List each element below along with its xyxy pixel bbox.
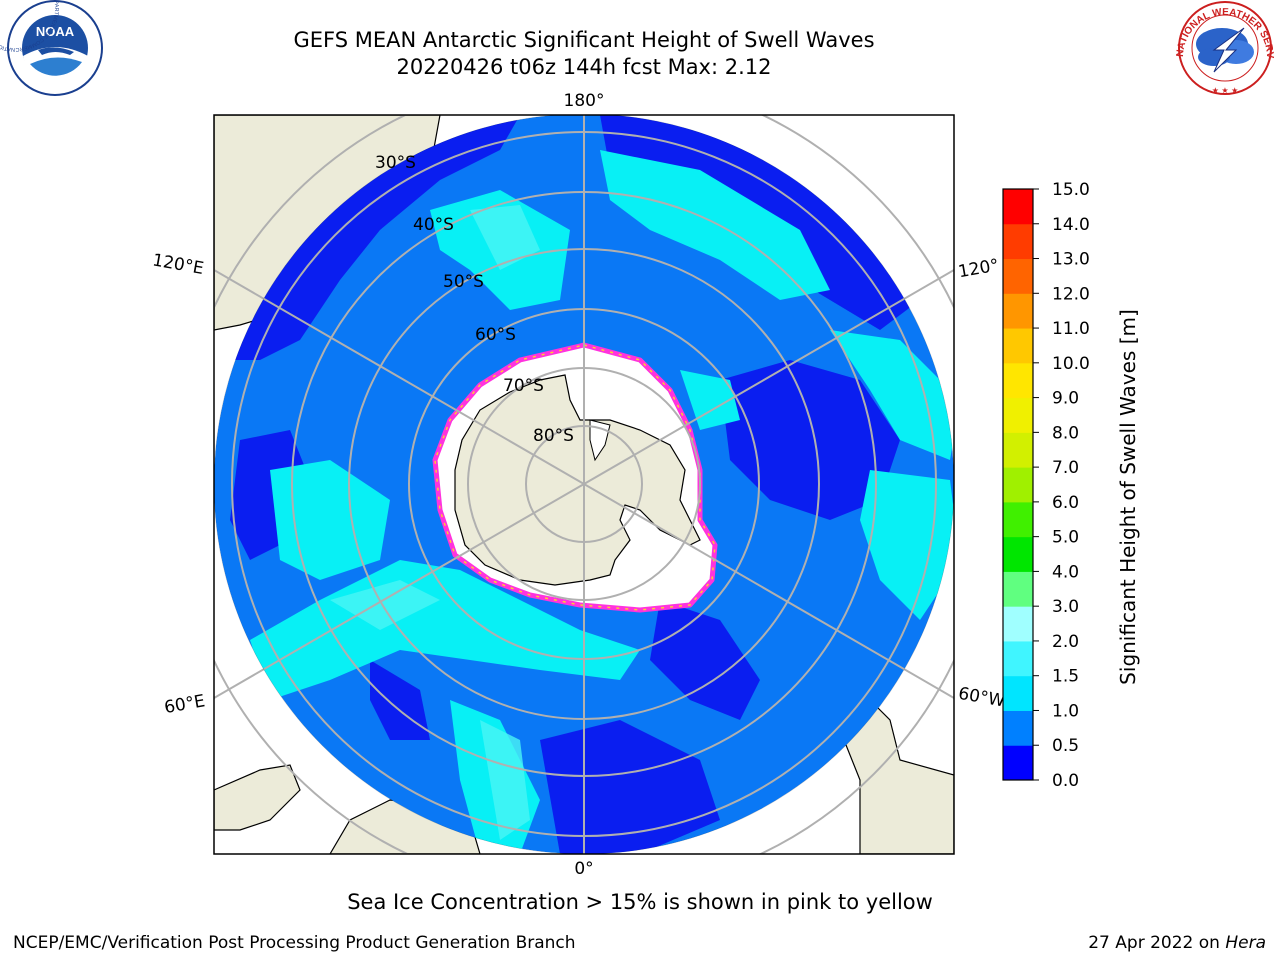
colorbar-segment xyxy=(1003,258,1033,294)
colorbar-segment xyxy=(1003,189,1033,225)
colorbar-tick-label: 1.0 xyxy=(1052,701,1079,721)
colorbar-segment xyxy=(1003,328,1033,364)
colorbar-tick-label: 10.0 xyxy=(1052,354,1090,374)
colorbar-segment xyxy=(1003,362,1033,399)
colorbar: 0.0 0.5 1.0 1.5 2.0 3.0 4.0 5.0 6.0 7.0 8.0 9.0 10.0… xyxy=(1002,180,1090,791)
lat-label-70s: 70°S xyxy=(503,376,544,396)
colorbar-segment xyxy=(1003,432,1033,468)
swell-higher-regions xyxy=(330,205,540,840)
footer-credit: NCEP/EMC/Verification Post Processing Pr… xyxy=(13,933,576,953)
colorbar-segment xyxy=(1003,710,1033,746)
colorbar-tick-label: 15.0 xyxy=(1052,180,1090,200)
noaa-logo-text: NOAA xyxy=(36,24,75,39)
lat-label-80s: 80°S xyxy=(533,426,574,446)
colorbar-tick-label: 3.0 xyxy=(1052,597,1079,617)
lat-label-60s: 60°S xyxy=(475,325,516,345)
lat-label-50s: 50°S xyxy=(443,272,484,292)
lat-label-30s: 30°S xyxy=(375,153,416,173)
colorbar-label: Significant Height of Swell Waves [m] xyxy=(1116,309,1140,685)
colorbar-segment xyxy=(1003,606,1033,642)
colorbar-segment xyxy=(1003,467,1033,503)
colorbar-segment xyxy=(1003,571,1033,607)
colorbar-segment xyxy=(1003,501,1033,538)
colorbar-tick-label: 2.0 xyxy=(1052,632,1079,652)
colorbar-tick-label: 12.0 xyxy=(1052,284,1090,304)
graticule xyxy=(214,115,954,854)
colorbar-tick-label: 5.0 xyxy=(1052,528,1079,548)
map-area xyxy=(214,115,954,854)
chart-subtitle-forecast: 20220426 t06z 144h fcst Max: 2.12 xyxy=(396,55,772,79)
lon-label-0: 0° xyxy=(574,859,593,879)
nws-logo-stars: ★ ★ ★ xyxy=(1212,86,1239,95)
colorbar-segment xyxy=(1003,293,1033,329)
colorbar-tick-label: 0.5 xyxy=(1052,736,1079,756)
colorbar-segment xyxy=(1003,223,1033,260)
colorbar-segment xyxy=(1003,640,1033,677)
colorbar-tick-label: 4.0 xyxy=(1052,562,1079,582)
colorbar-frame xyxy=(1002,188,1034,781)
colorbar-tick-label: 13.0 xyxy=(1052,250,1090,270)
colorbar-tick-label: 9.0 xyxy=(1052,389,1079,409)
colorbar-tick-label: 8.0 xyxy=(1052,423,1079,443)
colorbar-segment xyxy=(1003,745,1033,781)
lat-label-40s: 40°S xyxy=(413,215,454,235)
colorbar-tick-label: 11.0 xyxy=(1052,319,1090,339)
colorbar-segment xyxy=(1003,675,1033,711)
lon-label-60w: 60°W xyxy=(957,684,1007,712)
colorbar-segment xyxy=(1003,536,1033,572)
lon-label-120e: 120°E xyxy=(151,250,205,279)
map-frame xyxy=(213,114,955,855)
lat-labels: 30°S 40°S 50°S 60°S 70°S 80°S xyxy=(375,153,574,446)
colorbar-segment xyxy=(1003,397,1033,433)
nws-logo: NATIONAL WEATHER SERVICE ★ ★ ★ xyxy=(0,0,1275,95)
nws-logo-ring-text: NATIONAL WEATHER SERVICE xyxy=(0,0,1275,59)
chart-title: GEFS MEAN Antarctic Significant Height o… xyxy=(293,28,875,52)
footer-date-text: 27 Apr 2022 on xyxy=(1088,933,1226,953)
lon-label-120w: 120° xyxy=(957,255,1001,282)
colorbar-tick-label: 0.0 xyxy=(1052,771,1079,791)
sea-ice-note: Sea Ice Concentration > 15% is shown in … xyxy=(347,890,933,914)
lon-label-60e: 60°E xyxy=(163,691,207,718)
lon-label-180: 180° xyxy=(564,91,605,111)
noaa-logo: NOAA NATIONAL OCEANIC AND ATMOSPHERIC AD… xyxy=(0,0,103,96)
colorbar-tick-label: 7.0 xyxy=(1052,458,1079,478)
colorbar-tick-label: 6.0 xyxy=(1052,493,1079,513)
footer-date: 27 Apr 2022 on Hera xyxy=(1088,933,1266,953)
colorbar-tick-label: 14.0 xyxy=(1052,215,1090,235)
footer-host: Hera xyxy=(1225,933,1266,953)
colorbar-tick-label: 1.5 xyxy=(1052,667,1079,687)
